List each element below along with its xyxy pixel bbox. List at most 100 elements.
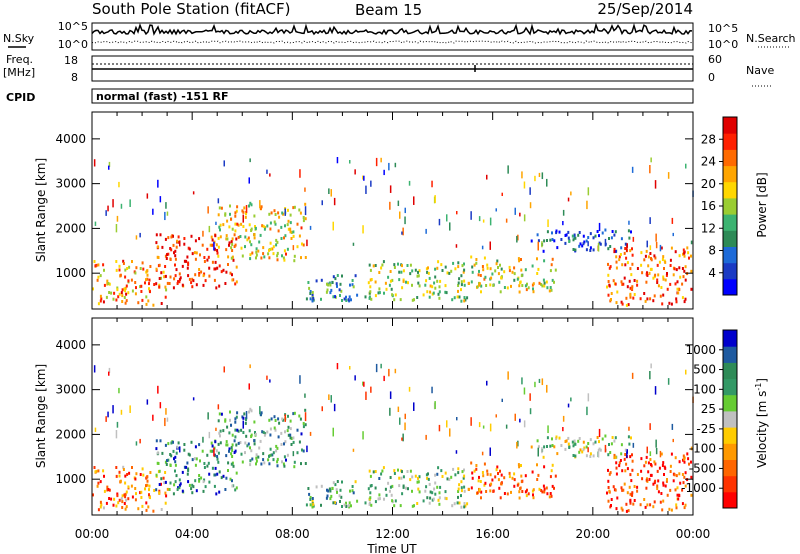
colorbar-swatch <box>723 197 737 215</box>
echo-cell <box>656 281 659 284</box>
echo-cell <box>631 372 634 379</box>
echo-cell <box>622 488 625 492</box>
x-tick-label: 00:00 <box>75 527 110 541</box>
echo-cell <box>356 499 359 503</box>
echo-cell <box>463 262 465 266</box>
echo-cell <box>623 457 626 461</box>
echo-cell <box>477 273 480 277</box>
echo-cell <box>298 414 301 418</box>
x-axis-label: Time UT <box>366 542 417 554</box>
echo-cell <box>374 264 377 267</box>
echo-cell <box>116 421 119 428</box>
echo-cell <box>416 296 419 299</box>
echo-cell <box>326 288 329 292</box>
noise-right-tick-bottom: 10^0 <box>708 38 738 51</box>
echo-cell <box>477 479 480 483</box>
echo-cell <box>328 281 331 285</box>
echo-cell <box>217 254 220 258</box>
echo-cell <box>131 495 134 499</box>
echo-cell <box>385 493 388 497</box>
echo-cell <box>463 502 466 505</box>
echo-cell <box>684 503 687 507</box>
echo-cell <box>231 484 234 488</box>
echo-cell <box>536 272 539 275</box>
echo-cell <box>626 245 628 252</box>
echo-cell <box>586 200 588 210</box>
echo-cell <box>660 452 663 456</box>
echo-cell <box>169 464 172 467</box>
echo-cell <box>215 427 217 431</box>
echo-cell <box>214 234 217 238</box>
echo-cell <box>601 437 604 441</box>
echo-cell <box>394 499 397 503</box>
echo-cell <box>437 292 440 296</box>
echo-cell <box>232 258 235 262</box>
echo-cell <box>654 462 657 466</box>
echo-cell <box>620 237 623 241</box>
echo-cell <box>157 179 159 188</box>
echo-cell <box>102 263 105 267</box>
echo-cell <box>407 281 409 285</box>
echo-cell <box>478 475 480 479</box>
echo-cell <box>607 293 610 297</box>
echo-cell <box>492 283 495 287</box>
echo-cell <box>266 169 268 174</box>
echo-cell <box>399 417 401 425</box>
echo-cell <box>444 496 447 500</box>
echo-cell <box>471 476 474 480</box>
echo-cell <box>418 284 421 288</box>
echo-cell <box>304 393 306 398</box>
echo-cell <box>623 276 626 280</box>
echo-cell <box>620 246 623 250</box>
echo-cell <box>456 211 458 215</box>
echo-cell <box>482 474 485 478</box>
echo-cell <box>538 281 541 285</box>
echo-cell <box>444 490 447 494</box>
echo-cell <box>216 472 219 476</box>
echo-cell <box>413 504 415 508</box>
echo-cell <box>520 474 523 478</box>
echo-cell <box>276 254 279 258</box>
echo-cell <box>124 289 127 293</box>
echo-cell <box>255 256 257 260</box>
echo-cell <box>145 508 148 512</box>
echo-cell <box>284 234 287 238</box>
echo-cell <box>144 281 146 285</box>
echo-cell <box>234 222 237 226</box>
echo-cell <box>181 283 184 287</box>
echo-cell <box>529 202 532 209</box>
echo-cell <box>572 454 575 457</box>
echo-cell <box>108 282 111 286</box>
echo-cell <box>431 498 434 502</box>
echo-cell <box>202 436 204 443</box>
echo-cell <box>574 236 577 240</box>
echo-cell <box>192 397 195 401</box>
echo-cell <box>282 462 285 466</box>
echo-cell <box>503 286 506 289</box>
echo-cell <box>222 223 225 227</box>
echo-cell <box>391 278 394 282</box>
echo-cell <box>93 365 96 373</box>
echo-cell <box>551 444 554 447</box>
echo-cell <box>514 207 516 215</box>
echo-cell <box>456 501 459 505</box>
echo-cell <box>311 293 314 297</box>
echo-cell <box>298 234 301 238</box>
echo-cell <box>648 477 651 481</box>
echo-cell <box>153 283 156 286</box>
echo-cell <box>626 285 629 289</box>
echo-cell <box>438 424 441 432</box>
echo-cell <box>177 280 180 284</box>
echo-cell <box>174 254 177 258</box>
echo-cell <box>441 269 444 272</box>
colorbar-swatch <box>723 278 737 296</box>
echo-cell <box>436 279 439 283</box>
echo-cell <box>230 256 233 260</box>
echo-cell <box>349 160 351 164</box>
echo-cell <box>375 157 378 167</box>
echo-cell <box>524 268 527 272</box>
echo-cell <box>153 489 156 492</box>
echo-cell <box>399 504 402 508</box>
echo-cell <box>211 466 214 470</box>
